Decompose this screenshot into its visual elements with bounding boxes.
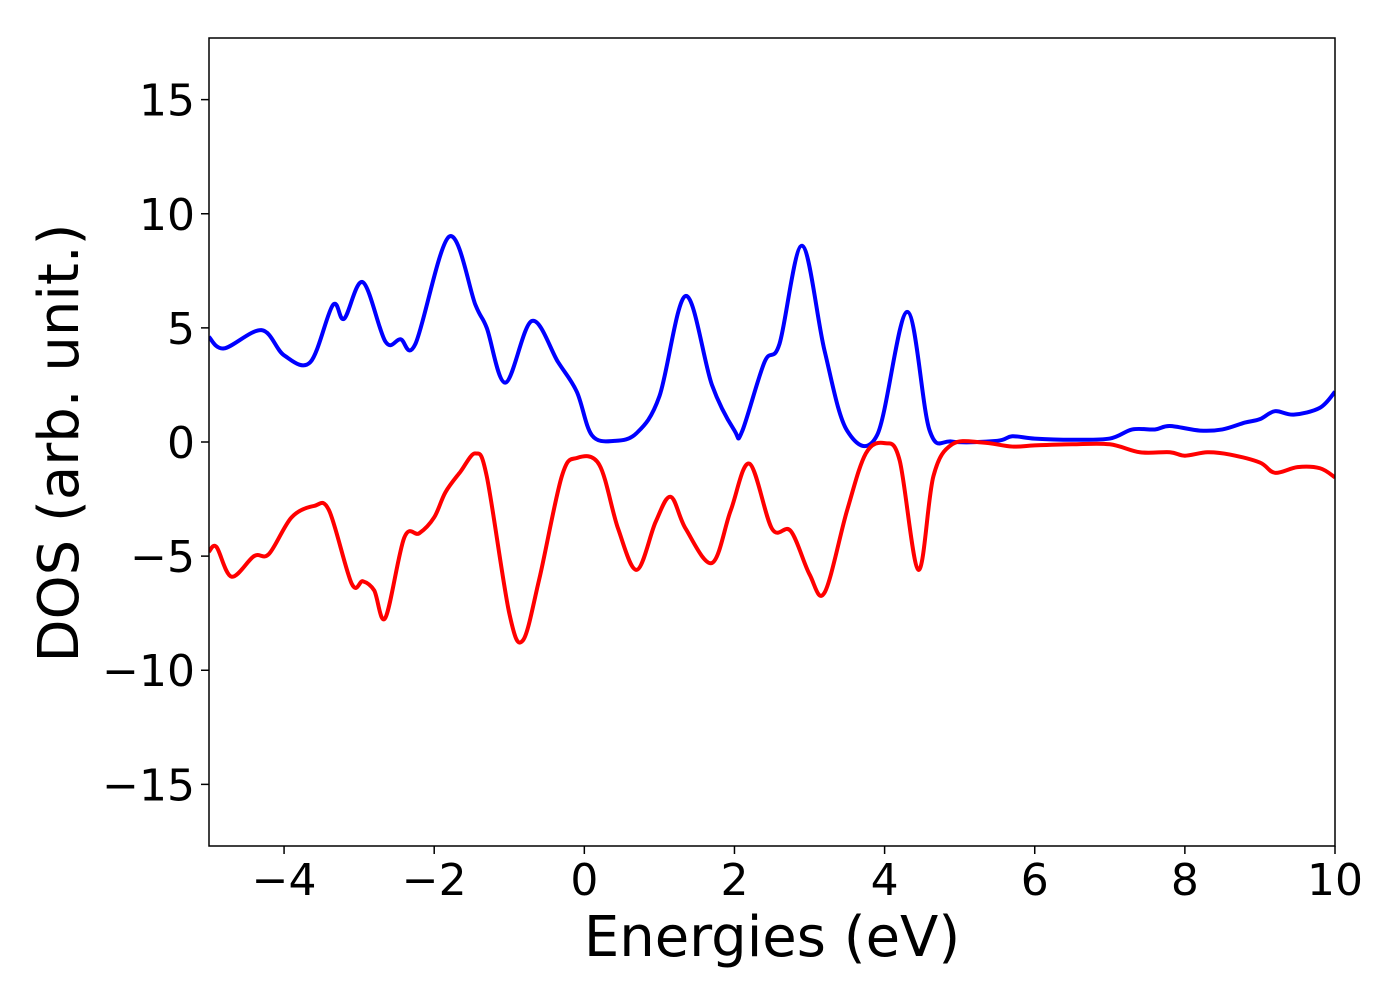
y-tick-label: 5 [167,304,195,355]
y-tick-label: 10 [139,190,195,241]
y-tick-label: −5 [130,532,195,583]
x-tick-label: 2 [720,855,748,906]
x-tick-label: 4 [871,855,899,906]
y-tick-label: 0 [167,418,195,469]
plot-frame [208,37,1336,847]
x-tick-label: −4 [252,855,317,906]
x-tick-label: −2 [402,855,467,906]
x-tick-label: 6 [1021,855,1049,906]
x-tick-label: 0 [570,855,598,906]
y-tick-label: 15 [139,76,195,127]
dos-line [209,439,1335,645]
x-tick-label: 8 [1171,855,1199,906]
x-tick-label: 10 [1307,855,1363,906]
dos-line [209,234,1335,449]
y-tick-label: −10 [102,646,195,697]
x-axis-label: Energies (eV) [584,905,960,970]
y-axis-label: DOS (arb. unit.) [27,223,92,662]
y-tick-label: −15 [102,760,195,811]
